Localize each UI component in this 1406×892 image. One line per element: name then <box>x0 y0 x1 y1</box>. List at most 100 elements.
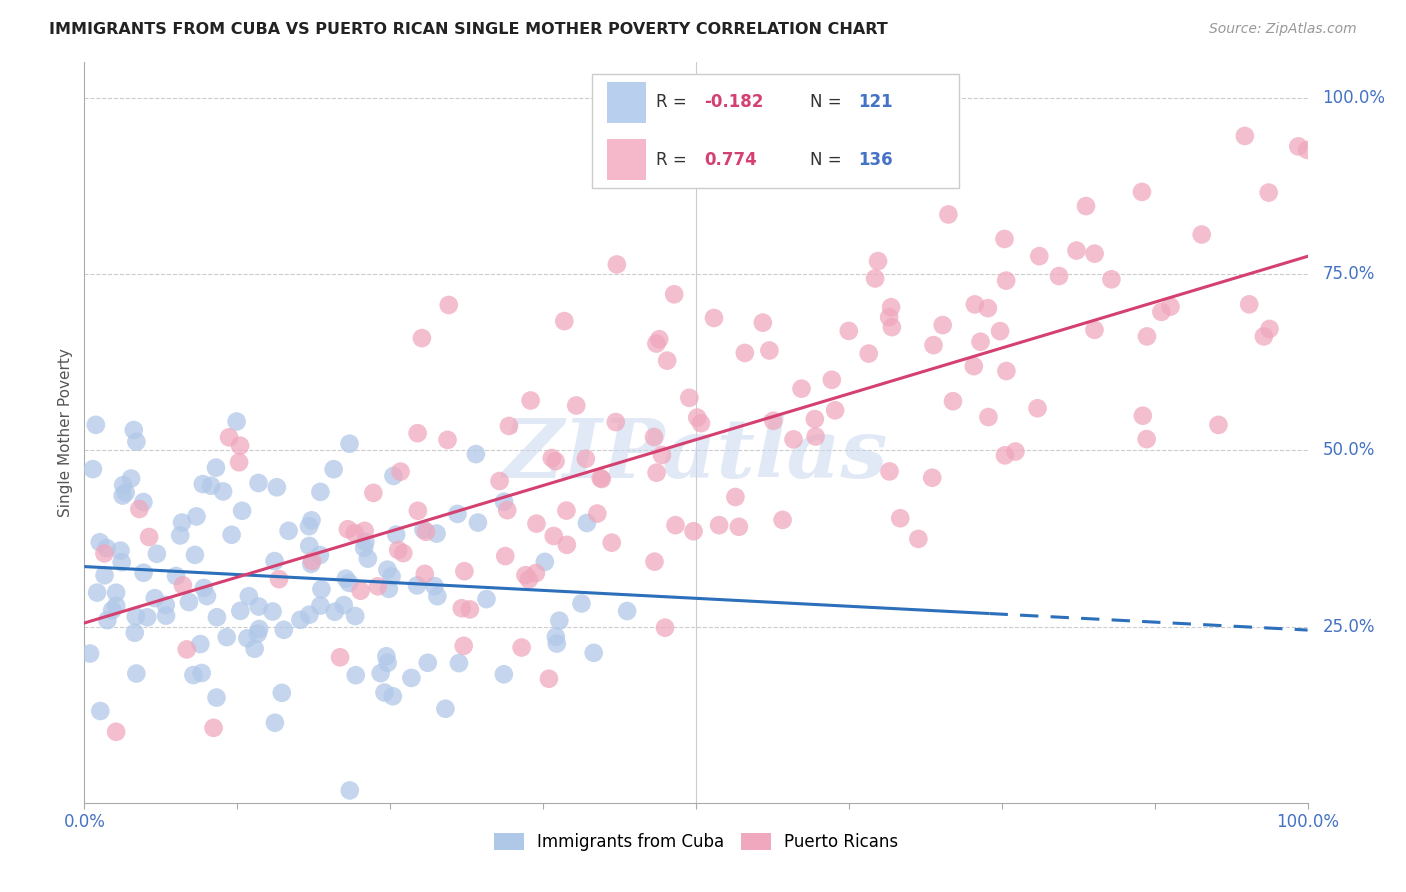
Point <box>889 511 911 525</box>
Point <box>263 554 285 568</box>
Point <box>354 535 377 549</box>
Point <box>392 546 415 560</box>
Point <box>575 451 598 466</box>
Point <box>246 626 269 640</box>
Point <box>138 530 160 544</box>
Point <box>969 334 991 349</box>
Point <box>994 448 1017 462</box>
Text: 121: 121 <box>859 94 893 112</box>
Point <box>136 610 159 624</box>
Point <box>664 287 686 301</box>
Point <box>591 472 613 486</box>
Point <box>475 592 498 607</box>
Point <box>1159 300 1181 314</box>
Point <box>651 448 673 462</box>
Point <box>202 721 225 735</box>
Point <box>333 598 356 612</box>
Point <box>301 513 323 527</box>
Point <box>373 685 395 699</box>
Point <box>344 668 367 682</box>
Text: 25.0%: 25.0% <box>1322 617 1375 635</box>
Point <box>247 475 270 490</box>
Point <box>804 412 827 426</box>
Point <box>229 604 252 618</box>
Point <box>89 704 111 718</box>
Point <box>447 656 470 670</box>
Point <box>191 477 214 491</box>
Point <box>425 526 447 541</box>
Point <box>349 583 371 598</box>
Point <box>707 518 730 533</box>
Point <box>212 484 235 499</box>
Point <box>172 578 194 592</box>
Point <box>122 423 145 437</box>
Point <box>752 316 775 330</box>
Point <box>377 563 399 577</box>
Point <box>543 529 565 543</box>
Point <box>515 568 537 582</box>
Point <box>838 324 860 338</box>
Point <box>155 608 177 623</box>
Point <box>988 324 1011 338</box>
Point <box>922 338 945 352</box>
Point <box>1136 329 1159 343</box>
Point <box>205 690 228 705</box>
Point <box>416 656 439 670</box>
Point <box>575 516 598 530</box>
Point <box>111 555 134 569</box>
Point <box>82 462 104 476</box>
Point <box>155 598 177 612</box>
Point <box>105 724 128 739</box>
Point <box>762 414 785 428</box>
Point <box>453 639 475 653</box>
Point <box>128 502 150 516</box>
Point <box>193 581 215 595</box>
Point <box>654 621 676 635</box>
Point <box>125 609 148 624</box>
Point <box>734 346 756 360</box>
Point <box>540 451 562 466</box>
Point <box>546 636 568 650</box>
Point <box>298 519 321 533</box>
Point <box>643 430 665 444</box>
Point <box>582 646 605 660</box>
Point <box>605 415 627 429</box>
Text: -0.182: -0.182 <box>704 94 763 112</box>
Point <box>169 528 191 542</box>
Text: R =: R = <box>655 151 692 169</box>
Point <box>1258 322 1281 336</box>
Point <box>571 597 593 611</box>
Point <box>225 415 247 429</box>
Point <box>877 310 900 325</box>
Point <box>645 466 668 480</box>
Point <box>339 436 361 450</box>
Point <box>378 582 401 596</box>
Point <box>519 393 541 408</box>
FancyBboxPatch shape <box>592 73 959 188</box>
Point <box>824 403 846 417</box>
Point <box>782 433 804 447</box>
Text: 75.0%: 75.0% <box>1322 265 1375 283</box>
Point <box>586 507 609 521</box>
Point <box>703 310 725 325</box>
Point <box>377 656 399 670</box>
Point <box>309 484 332 499</box>
Point <box>322 462 344 476</box>
Point <box>533 555 555 569</box>
Point <box>186 509 208 524</box>
Point <box>205 610 228 624</box>
Point <box>510 640 533 655</box>
Point <box>143 591 166 606</box>
Legend: Immigrants from Cuba, Puerto Ricans: Immigrants from Cuba, Puerto Ricans <box>486 826 905 857</box>
Point <box>183 668 205 682</box>
Point <box>1296 143 1319 157</box>
Point <box>977 301 1000 315</box>
Point <box>415 524 437 539</box>
Point <box>879 464 901 478</box>
Point <box>96 541 118 555</box>
Point <box>1028 249 1050 263</box>
Point <box>299 557 322 571</box>
Point <box>177 595 200 609</box>
Point <box>323 605 346 619</box>
Point <box>336 522 359 536</box>
